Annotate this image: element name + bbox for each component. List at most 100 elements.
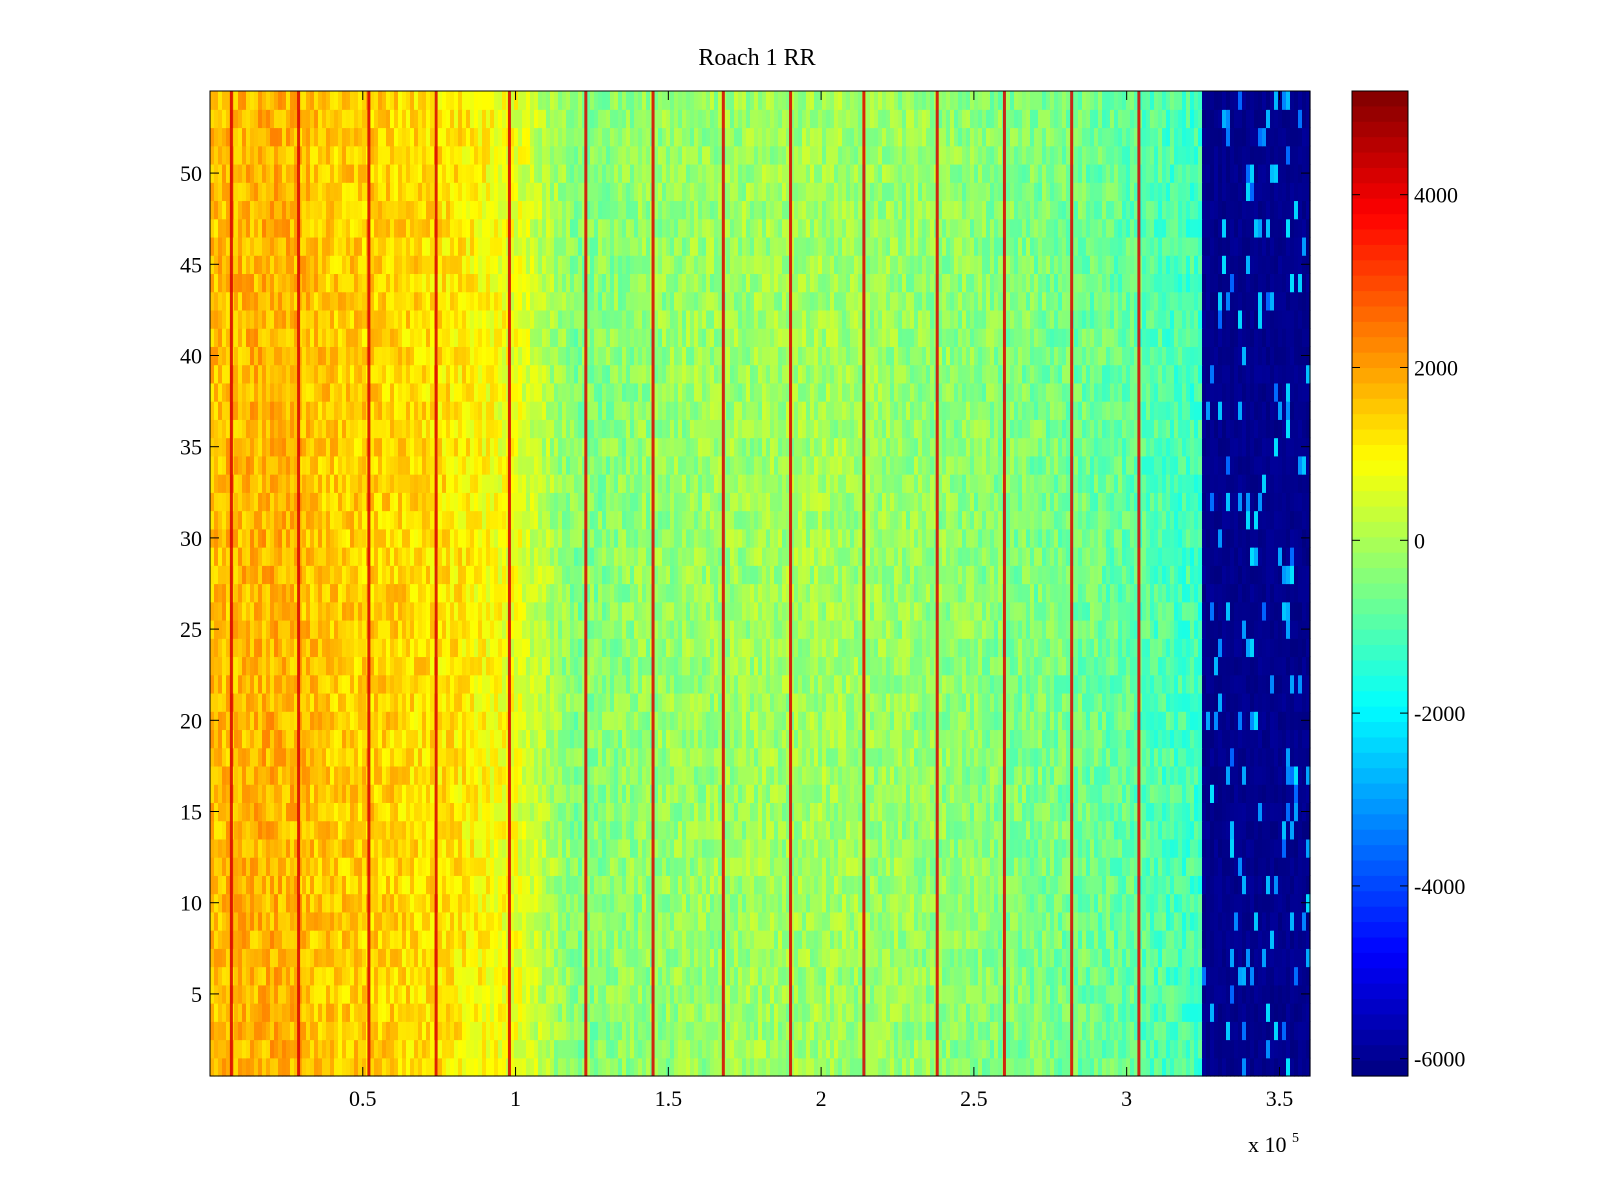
heatmap-cell: [966, 1039, 971, 1059]
heatmap-cell: [226, 784, 231, 803]
heatmap-cell: [922, 857, 927, 876]
heatmap-cell: [1294, 820, 1299, 840]
heatmap-cell: [774, 857, 779, 876]
heatmap-cell: [890, 1039, 895, 1059]
heatmap-cell: [278, 966, 283, 986]
heatmap-cell: [570, 1003, 575, 1022]
heatmap-cell: [1114, 911, 1119, 931]
heatmap-cell: [730, 1021, 735, 1041]
heatmap-cell: [1038, 1021, 1043, 1041]
heatmap-cell: [374, 1021, 379, 1041]
heatmap-cell: [1046, 930, 1051, 949]
heatmap-cell: [1226, 948, 1231, 968]
heatmap-cell: [706, 1057, 711, 1077]
heatmap-cell: [430, 1003, 435, 1022]
heatmap-cell: [438, 857, 443, 876]
heatmap-cell: [1146, 802, 1151, 822]
heatmap-cell: [1006, 911, 1011, 931]
heatmap-cell: [770, 857, 775, 876]
heatmap-cell: [1162, 838, 1167, 858]
heatmap-cell: [262, 857, 267, 876]
heatmap-cell: [494, 930, 499, 949]
heatmap-cell: [1054, 875, 1059, 895]
heatmap-cell: [498, 966, 503, 986]
heatmap-cell: [970, 930, 975, 949]
heatmap-cell: [734, 747, 739, 767]
heatmap-cell: [634, 857, 639, 876]
heatmap-cell: [630, 802, 635, 822]
heatmap-cell: [962, 1039, 967, 1059]
heatmap-cell: [406, 802, 411, 822]
heatmap-cell: [298, 765, 303, 785]
heatmap-cell: [1154, 875, 1159, 895]
heatmap-cell: [886, 930, 891, 949]
heatmap-cell: [466, 838, 471, 858]
heatmap-cell: [490, 820, 495, 840]
heatmap-cell: [246, 875, 251, 895]
heatmap-cell: [638, 1021, 643, 1041]
heatmap-cell: [1198, 1057, 1203, 1077]
heatmap-cell: [458, 875, 463, 895]
heatmap-cell: [930, 765, 935, 785]
heatmap-cell: [1230, 1003, 1235, 1022]
heatmap-cell: [878, 930, 883, 949]
heatmap-cell: [738, 875, 743, 895]
heatmap-cell: [470, 857, 475, 876]
heatmap-cell: [810, 784, 815, 803]
heatmap-cell: [746, 948, 751, 968]
heatmap-cell: [1030, 930, 1035, 949]
heatmap-cell: [918, 966, 923, 986]
heatmap-cell: [538, 911, 543, 931]
heatmap-cell: [1206, 820, 1211, 840]
heatmap-cell: [1206, 984, 1211, 1004]
heatmap-cell: [926, 838, 931, 858]
heatmap-cell: [930, 1003, 935, 1022]
heatmap-cell: [542, 802, 547, 822]
heatmap-cell: [886, 784, 891, 803]
heatmap-cell: [1218, 893, 1223, 913]
heatmap-cell: [1154, 1039, 1159, 1059]
heatmap-cell: [242, 966, 247, 986]
heatmap-cell: [822, 857, 827, 876]
heatmap-cell: [426, 1057, 431, 1077]
heatmap-cell: [358, 1057, 363, 1077]
heatmap-cell: [922, 948, 927, 968]
heatmap-cell: [1290, 948, 1295, 968]
heatmap-cell: [274, 875, 279, 895]
heatmap-cell: [254, 838, 259, 858]
heatmap-cell: [350, 857, 355, 876]
heatmap-cell: [794, 984, 799, 1004]
heatmap-cell: [1306, 930, 1311, 949]
heatmap-cell: [494, 802, 499, 822]
heatmap-cell: [518, 1003, 523, 1022]
heatmap-cell: [866, 838, 871, 858]
heatmap-cell: [750, 820, 755, 840]
heatmap-cell: [878, 765, 883, 785]
heatmap-cell: [670, 948, 675, 968]
heatmap-cell: [750, 1039, 755, 1059]
heatmap-cell: [966, 984, 971, 1004]
heatmap-cell: [1158, 966, 1163, 986]
heatmap-cell: [322, 875, 327, 895]
heatmap-cell: [1238, 930, 1243, 949]
heatmap-cell: [578, 984, 583, 1004]
heatmap-cell: [1242, 857, 1247, 876]
heatmap-cell: [890, 802, 895, 822]
heatmap-cell: [662, 747, 667, 767]
heatmap-cell: [386, 1057, 391, 1077]
heatmap-cell: [1146, 838, 1151, 858]
heatmap-cell: [346, 838, 351, 858]
heatmap-cell: [1018, 1021, 1023, 1041]
heatmap-cell: [850, 875, 855, 895]
heatmap-cell: [438, 930, 443, 949]
heatmap-cell: [438, 838, 443, 858]
heatmap-cell: [1094, 784, 1099, 803]
heatmap-cell: [902, 765, 907, 785]
heatmap-cell: [718, 1039, 723, 1059]
heatmap-cell: [398, 930, 403, 949]
heatmap-cell: [334, 1021, 339, 1041]
heatmap-cell: [954, 838, 959, 858]
heatmap-cell: [1046, 765, 1051, 785]
heatmap-cell: [1298, 747, 1303, 767]
heatmap-cell: [762, 930, 767, 949]
